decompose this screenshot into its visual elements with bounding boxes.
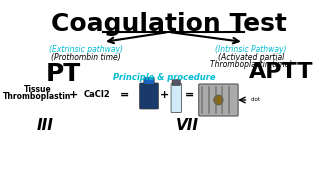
FancyBboxPatch shape [172, 80, 180, 85]
Text: (Extrinsic pathway): (Extrinsic pathway) [49, 45, 123, 54]
Text: +: + [68, 90, 78, 100]
Text: =: = [120, 90, 129, 100]
Text: Thromboplastin time): Thromboplastin time) [210, 60, 292, 69]
Text: (Prothombin time): (Prothombin time) [51, 53, 121, 62]
FancyBboxPatch shape [199, 84, 238, 116]
Text: (Intrinsic Pathway): (Intrinsic Pathway) [215, 45, 287, 54]
Text: clot: clot [250, 96, 260, 102]
Text: VII: VII [176, 118, 199, 133]
Text: Principle & procedure: Principle & procedure [113, 73, 215, 82]
Text: CaCl2: CaCl2 [83, 90, 110, 99]
FancyBboxPatch shape [171, 84, 181, 112]
Text: APTT: APTT [249, 62, 314, 82]
Text: Tissue: Tissue [24, 85, 51, 94]
Text: PT: PT [46, 62, 81, 86]
FancyBboxPatch shape [144, 78, 154, 84]
Text: +: + [159, 90, 169, 100]
FancyBboxPatch shape [140, 83, 158, 109]
Text: Coagulation Test: Coagulation Test [51, 12, 287, 36]
Text: =: = [185, 90, 194, 100]
Circle shape [214, 95, 223, 105]
Text: Thromboplastin: Thromboplastin [3, 92, 72, 101]
Text: III: III [36, 118, 53, 133]
Text: (Activated partial: (Activated partial [218, 53, 284, 62]
